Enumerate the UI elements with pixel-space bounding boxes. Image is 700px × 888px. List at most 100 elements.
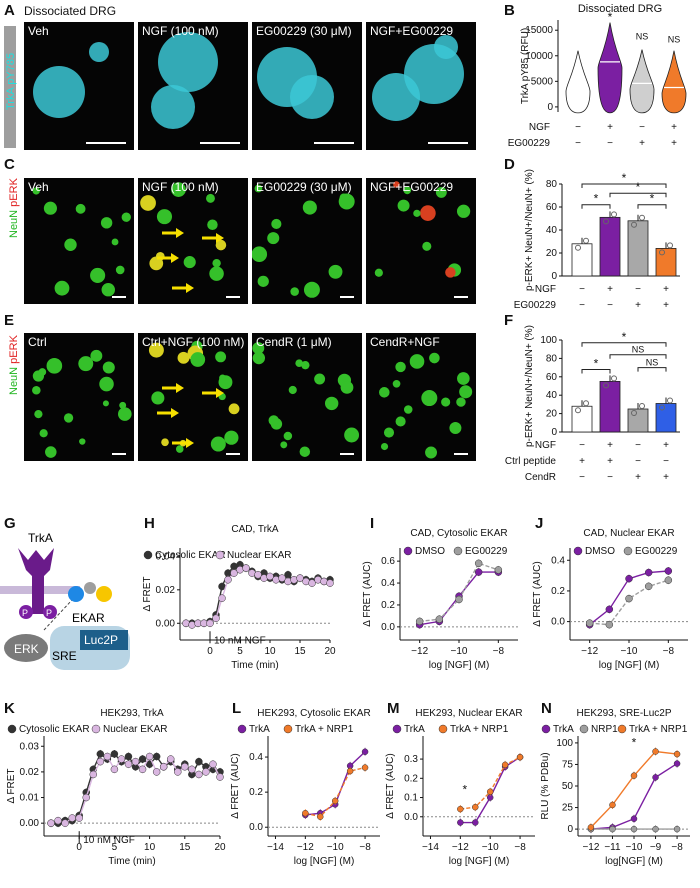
x-tick-label: −9 [650, 842, 662, 853]
micrograph-caption: NGF (100 nM) [142, 180, 219, 194]
legend-marker [215, 550, 225, 560]
y-tick-label: 20 [546, 248, 558, 259]
row-label: EG00229 [508, 138, 551, 149]
cell [177, 351, 190, 364]
cell-blob [151, 85, 195, 129]
series-line [305, 766, 366, 818]
legend-marker [453, 546, 463, 556]
diagram-g: TrkA P P EKAR ERK SRE Luc2P [0, 531, 130, 670]
legend-marker [143, 550, 153, 560]
data-point [652, 748, 659, 755]
y-tick-label: 40 [546, 225, 558, 236]
sign: − [575, 122, 581, 133]
cell [156, 209, 173, 225]
data-point [326, 579, 334, 587]
scale-bar [112, 453, 126, 455]
ekar-yfp [96, 586, 112, 602]
sig-annotation: NS [636, 31, 649, 41]
sign: − [607, 300, 613, 311]
data-point [639, 403, 645, 409]
sign: + [635, 472, 641, 483]
cell [252, 342, 265, 355]
x-tick-label: 5 [237, 646, 243, 657]
scale-bar [454, 453, 468, 455]
data-point [664, 567, 673, 575]
data-point [630, 825, 638, 833]
cell [303, 281, 320, 298]
micrograph-4: NGF+EG00229 [366, 178, 476, 304]
row-a-side-label: TrkA pY785 [5, 52, 17, 110]
luc2p-label: Luc2P [84, 633, 118, 647]
sig-annotation: * [636, 180, 641, 194]
data-point [474, 568, 483, 576]
panel-label-H: H [144, 515, 155, 532]
micrograph-cells [257, 47, 334, 119]
row-label: NGF [535, 284, 556, 295]
sig-annotation: NS [646, 358, 659, 368]
legend-marker [623, 546, 633, 556]
x-tick-label: −8 [663, 646, 675, 657]
scale-bar [454, 296, 468, 298]
x-axis-label: log [NGF] (M) [599, 660, 660, 671]
y-tick-label: 0 [567, 824, 573, 835]
sign: + [635, 300, 641, 311]
y-tick-label: 0.00 [20, 818, 40, 829]
cell [54, 280, 70, 296]
data-point [152, 752, 161, 761]
x-tick-label: −8 [671, 842, 683, 853]
panel-label-J: J [535, 515, 544, 532]
cell [46, 358, 63, 374]
x-tick-label: −12 [452, 842, 469, 853]
cell [78, 356, 94, 372]
data-point [605, 620, 614, 629]
trka-receptor [18, 548, 54, 614]
data-point [625, 594, 633, 603]
x-tick-label: 0 [76, 842, 82, 853]
bar [571, 243, 593, 277]
micrograph-cells [374, 181, 471, 278]
y-tick-label: 60 [546, 372, 558, 383]
legend-label: Nuclear EKAR [227, 550, 291, 561]
arrow-head [171, 253, 179, 263]
y-tick-label: 50 [562, 781, 574, 792]
data-point [673, 825, 681, 833]
data-point [254, 571, 262, 579]
data-point [609, 825, 616, 833]
data-point [124, 752, 133, 761]
legend-label: TrkA + NRP1 [295, 724, 354, 735]
bar [599, 381, 621, 433]
scale-bar [428, 142, 468, 144]
data-point [124, 760, 133, 768]
y-tick-label: 20 [546, 409, 558, 420]
cell [207, 219, 218, 230]
y-tick-label: 0.4 [551, 555, 565, 566]
data-point [659, 404, 665, 411]
x-tick-label: −8 [514, 842, 526, 853]
data-point [96, 750, 105, 758]
erk-shape [4, 634, 48, 662]
panel-label-A: A [4, 2, 15, 19]
legend-label: Nuclear EKAR [103, 724, 167, 735]
y-tick-label: 0.01 [20, 793, 40, 804]
legend-label: TrkA + NRP1 [450, 724, 509, 735]
x-axis-label: log [NGF] (M) [449, 856, 510, 867]
x-tick-label: −8 [493, 646, 505, 657]
arrow-head [186, 283, 194, 293]
svg-text:P: P [46, 608, 52, 618]
stimulus-label: 10 nM NGF [214, 635, 266, 646]
y-tick-label: 15000 [525, 25, 553, 36]
x-tick-label: −12 [581, 646, 598, 657]
cell [328, 264, 343, 279]
scale-bar [340, 453, 354, 455]
data-point [181, 763, 189, 771]
cell [32, 386, 41, 395]
sign: + [663, 300, 669, 311]
y-tick-label: 0.0 [404, 812, 418, 823]
sign: − [579, 300, 585, 311]
x-tick-label: −8 [359, 842, 371, 853]
data-point [474, 559, 483, 568]
legend-label: DMSO [585, 546, 615, 557]
y-tick-label: 0.02 [156, 585, 176, 596]
sign: − [635, 284, 641, 295]
